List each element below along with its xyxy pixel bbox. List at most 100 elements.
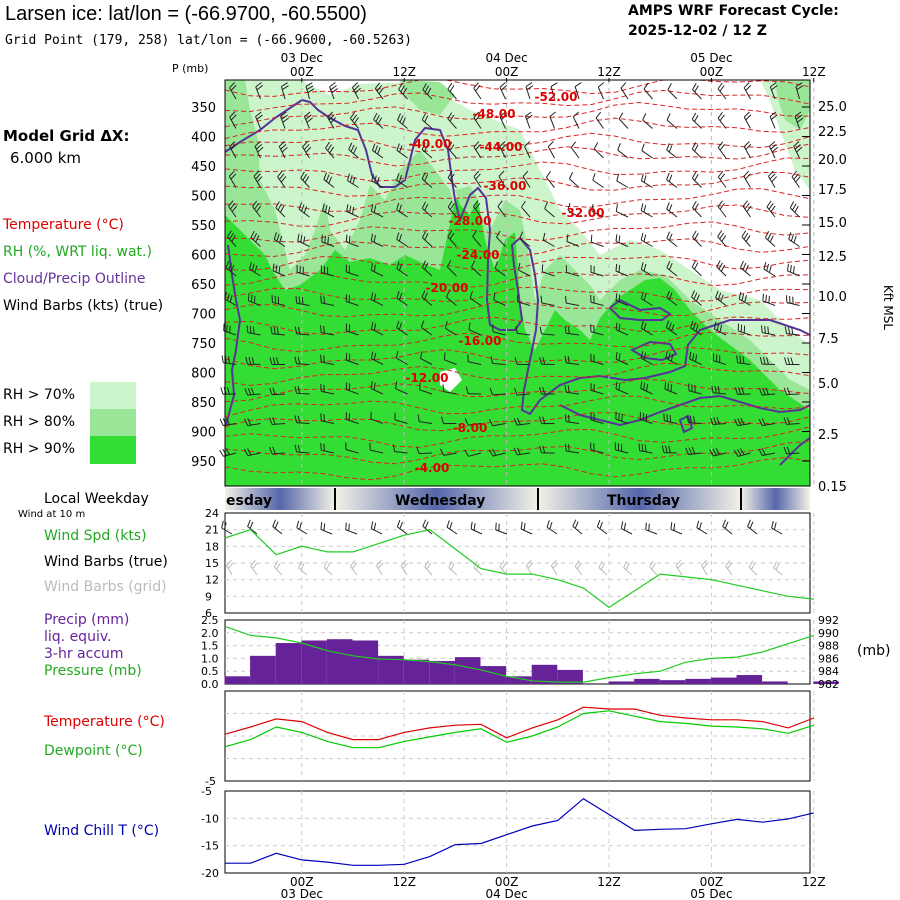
surface-wind-barb-grid-flag (600, 562, 605, 570)
wind-barb-flag (795, 176, 801, 183)
wind-barb-flag (692, 201, 697, 208)
wind-barb-flag (348, 235, 351, 244)
wind-barb (566, 332, 580, 336)
wind-barb-flag (615, 204, 618, 212)
top-date-label: 04 Dec (485, 51, 527, 65)
wind-barb-flag (796, 85, 804, 90)
wind-barb (421, 178, 433, 188)
wind-barb-flag (328, 176, 333, 184)
wind-barb (769, 86, 776, 100)
wind-barb (567, 209, 580, 218)
wind-barb-flag (719, 173, 726, 180)
wind-barb-flag (692, 322, 696, 330)
wind-barb (615, 329, 629, 336)
wind-barb-flag (665, 350, 668, 359)
wind-barb-flag (716, 323, 720, 331)
wind-barb (370, 449, 384, 454)
temperature-dewpoint-grid (225, 691, 815, 781)
wind-barb (223, 330, 237, 336)
wind-barb-flag (221, 355, 224, 363)
wind-barb (371, 269, 384, 277)
wind-barb (524, 146, 531, 159)
wind-barb-flag (719, 203, 725, 210)
wind-barb (714, 328, 727, 336)
wind-barb-flag (320, 325, 322, 333)
wind-barb-flag (716, 417, 720, 425)
wind-barb (254, 146, 261, 159)
wind-barb (689, 358, 702, 365)
wind-barb-flag (745, 84, 752, 91)
wind-barb (574, 86, 580, 100)
surface-wind-barb-grid-flag (598, 560, 603, 568)
wind-barb (394, 419, 408, 424)
wind-barb-flag (447, 230, 453, 238)
wind-barb-flag (371, 143, 376, 151)
wind-barb-flag (542, 445, 546, 454)
wind-barb-flag (741, 387, 745, 395)
wind-barb-flag (784, 357, 787, 365)
wind-barb (616, 180, 629, 188)
wind-barb-flag (422, 83, 427, 91)
surface-wind-barb-grid-flag (623, 561, 628, 569)
wind-barb (275, 207, 286, 218)
surface-wind-barb-flag (449, 521, 453, 530)
wind-barb-flag (715, 447, 721, 455)
wind-barb-flag (303, 236, 306, 244)
wind-barb (396, 150, 408, 159)
wind-barb-flag (666, 231, 671, 239)
wind-barb-flag (522, 170, 529, 177)
wind-barb (492, 331, 506, 336)
wind-barb-flag (712, 448, 717, 456)
wind-barb (494, 267, 506, 277)
wind-barb-flag (323, 384, 325, 393)
wind-barb-flag (227, 293, 230, 301)
wind-barb-flag (517, 262, 521, 271)
wind-barb (468, 329, 482, 336)
wind-barb (640, 357, 653, 365)
temperature-contour-label: -4.00 (415, 461, 450, 475)
wind-barb (786, 302, 800, 306)
wind-barb-flag (252, 200, 258, 208)
wind-barb (421, 207, 433, 218)
wind-barb (469, 297, 482, 306)
isotherm (225, 271, 810, 288)
wind-barb (321, 272, 335, 277)
pressure-tick-label: 400 (191, 131, 216, 146)
wind-barb-flag (473, 200, 479, 207)
surface-wind-barb (696, 527, 708, 535)
wind-barbs-grid-row (226, 559, 783, 576)
surface-wind-barb-grid-flag (226, 559, 232, 566)
wind-barb-flag (501, 114, 508, 121)
wind-barb-flag (397, 113, 401, 121)
wind-barb (396, 327, 408, 336)
wind-barb-flag (325, 174, 330, 182)
wind-barb (541, 302, 555, 306)
wind-barb (321, 241, 335, 247)
surface-wind-barb-flag (446, 520, 450, 528)
wind-barb (590, 360, 604, 365)
wind-barb-flag (737, 418, 742, 426)
wind-barb (737, 362, 751, 365)
wind-barb-flag (328, 114, 335, 121)
wind-chill-yticks: -5 -10 -15 -20 (201, 785, 219, 880)
top-date-label: 03 Dec (281, 51, 323, 65)
wind-barb (762, 393, 776, 396)
wind-barb-flag (764, 325, 766, 334)
wind-barb (373, 119, 384, 129)
wind-barb-flag (396, 320, 400, 328)
wind-barb-flag (618, 112, 624, 120)
wind-barb-flag (591, 204, 594, 212)
wind-barb (762, 300, 776, 306)
surface-wind-barb-flag (399, 521, 403, 529)
wind-barb-flag (230, 143, 237, 150)
wind-barb-flag (374, 145, 378, 153)
wind-barb-flag (245, 356, 248, 365)
wind-barb-flag (494, 261, 498, 269)
wind-barb (788, 238, 800, 247)
cloud-outline-lower (559, 394, 810, 427)
wind-barb-flag (230, 84, 237, 91)
surface-wind-barb-grid (298, 567, 308, 576)
surface-wind-barb-grid-flag (727, 562, 733, 569)
wind-barb-flag (539, 357, 542, 365)
wind-barb (247, 452, 261, 457)
